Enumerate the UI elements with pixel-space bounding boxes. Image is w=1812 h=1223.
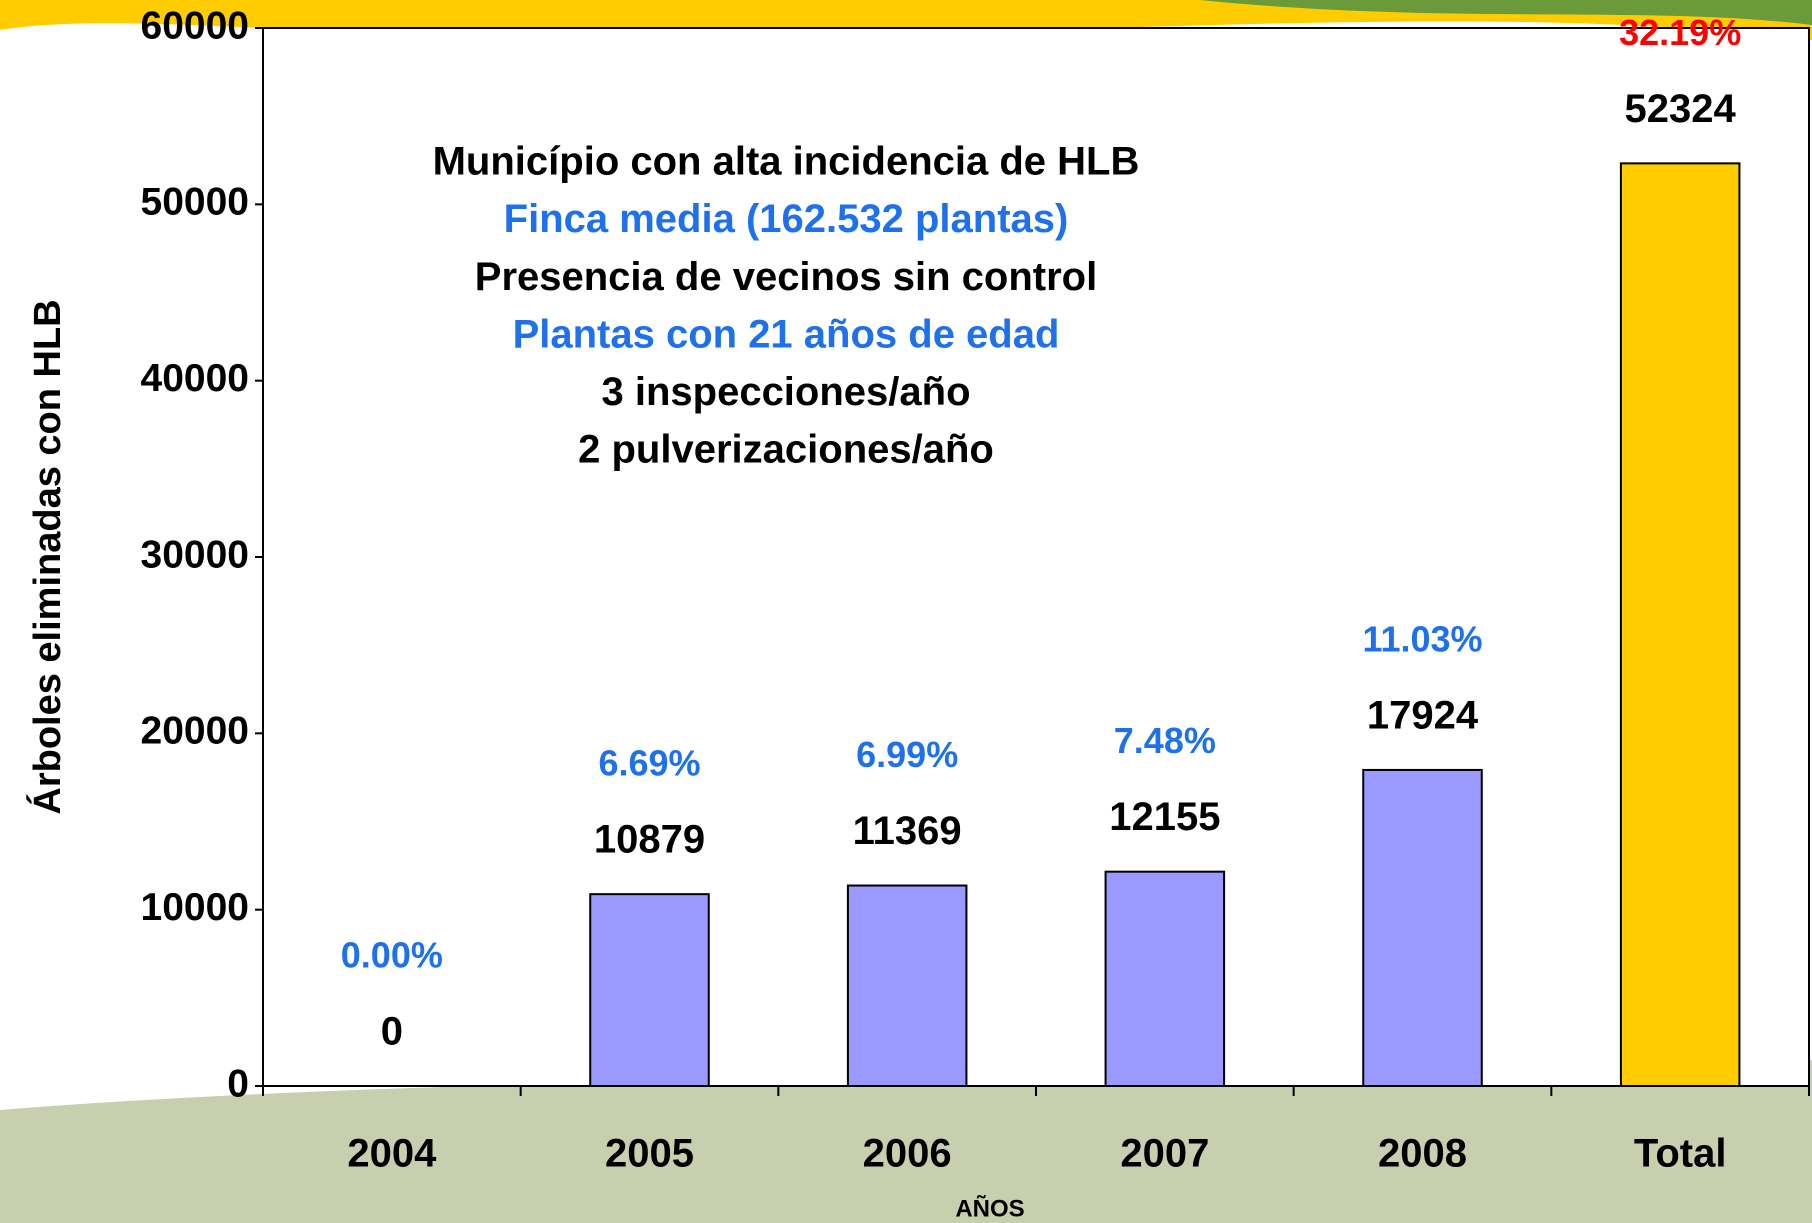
- annotation-line: Presencia de vecinos sin control: [475, 255, 1097, 299]
- annotation-line: 3 inspecciones/año: [601, 370, 970, 414]
- bar: [846, 884, 968, 1087]
- annotation-line: Finca media (162.532 plantas): [504, 197, 1069, 241]
- y-tick-label: 50000: [141, 181, 249, 224]
- value-label: 12155: [1109, 795, 1220, 839]
- top-green: [1200, 0, 1812, 25]
- x-tick-label: 2007: [1120, 1132, 1209, 1176]
- y-tick-label: 60000: [141, 4, 249, 47]
- y-tick-label: 30000: [141, 533, 249, 576]
- value-label: 0: [381, 1010, 403, 1054]
- percent-label: 6.99%: [856, 734, 958, 775]
- x-tick-label: 2006: [863, 1132, 952, 1176]
- annotation-line: 2 pulverizaciones/año: [578, 428, 994, 472]
- y-axis-label: Árboles eliminadas con HLB: [25, 299, 69, 814]
- percent-label: 11.03%: [1362, 618, 1482, 659]
- y-tick-label: 10000: [141, 886, 249, 929]
- y-tick-label: 20000: [141, 710, 249, 753]
- percent-label: 6.69%: [598, 743, 700, 784]
- annotation-line: Município con alta incidencia de HLB: [433, 140, 1140, 184]
- percent-label: 0.00%: [341, 935, 443, 976]
- x-tick-label: 2004: [347, 1132, 437, 1176]
- bar: [1104, 870, 1226, 1087]
- annotation-line: Plantas con 21 años de edad: [513, 312, 1060, 356]
- x-tick-label: 2005: [605, 1132, 694, 1176]
- value-label: 10879: [594, 818, 705, 862]
- y-tick-label: 40000: [141, 357, 249, 400]
- x-tick-label: 2008: [1378, 1132, 1467, 1176]
- x-tick-label: Total: [1634, 1132, 1727, 1176]
- percent-label: 32.19%: [1619, 12, 1741, 53]
- value-label: 17924: [1367, 694, 1479, 738]
- bar: [589, 893, 710, 1088]
- bar: [1619, 162, 1741, 1088]
- plot-area: [262, 27, 1810, 1087]
- y-tick-label: 0: [227, 1062, 249, 1105]
- bottom-band: [0, 1060, 1812, 1223]
- bar: [1362, 768, 1483, 1087]
- x-axis-label: AÑOS: [955, 1194, 1024, 1222]
- value-label: 11369: [853, 809, 962, 853]
- percent-label: 7.48%: [1114, 720, 1216, 761]
- value-label: 52324: [1625, 87, 1737, 131]
